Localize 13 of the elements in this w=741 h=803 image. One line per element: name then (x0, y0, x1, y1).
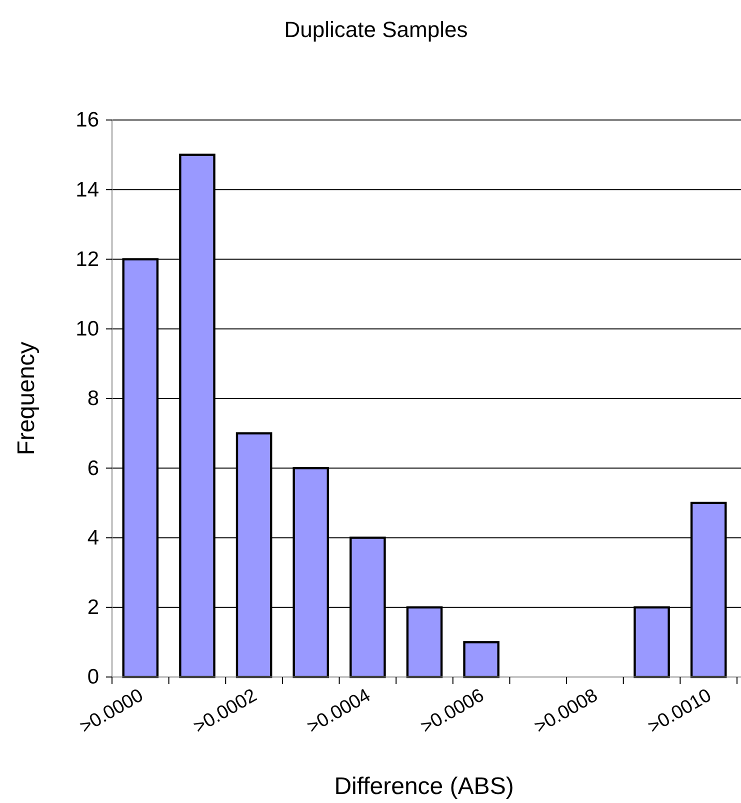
y-tick-label: 6 (87, 456, 99, 480)
y-tick-label: 14 (76, 178, 100, 202)
y-tick-label: 10 (76, 318, 99, 341)
y-tick-label: 4 (87, 526, 100, 550)
bar (463, 641, 500, 678)
y-tick-label: 12 (76, 248, 99, 271)
y-tick-label: 16 (76, 108, 99, 132)
y-tick-label: 8 (87, 387, 99, 410)
y-tick-label: 2 (87, 596, 99, 620)
chart-title: Duplicate Samples (284, 17, 468, 42)
x-axis-title: Difference (ABS) (334, 773, 514, 800)
y-tick-label: 0 (87, 666, 99, 689)
y-axis-title: Frequency (13, 342, 40, 456)
